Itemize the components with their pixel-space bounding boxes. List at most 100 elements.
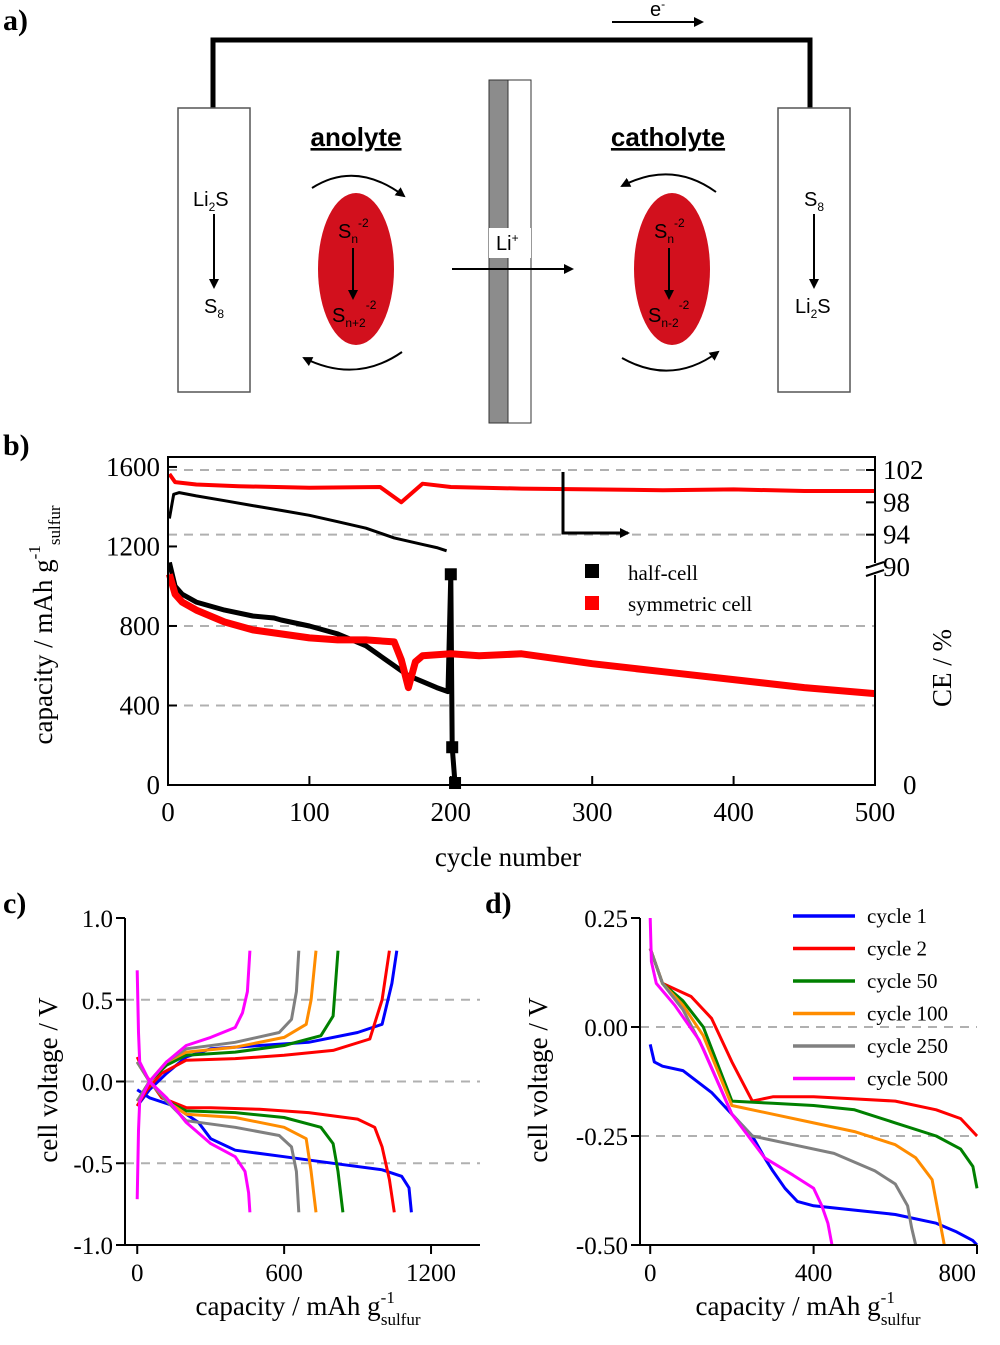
b-ytick-label-1600: 1600 <box>106 452 160 482</box>
b-axis-break-line-1 <box>865 561 885 569</box>
b-xtick-label-0: 0 <box>161 797 175 827</box>
c-data-layer <box>135 950 413 1213</box>
b-ce-tick-label-98: 98 <box>883 487 910 517</box>
c-axes: 0 600 1200 -1.0 -0.5 0.0 0.5 1.0 <box>73 906 480 1287</box>
b-series-half-cell-ce <box>167 491 448 553</box>
panel-c-label: c) <box>3 887 26 920</box>
electron-label: e- <box>650 0 665 21</box>
b-xtick-label-300: 300 <box>572 797 613 827</box>
anolyte-ellipse <box>318 193 394 345</box>
b-xtick-label-400: 400 <box>713 797 754 827</box>
b-xtick-label-200: 200 <box>431 797 472 827</box>
catholyte-top-cycle-arrow <box>620 173 717 193</box>
d-xtick-label-400: 400 <box>795 1260 833 1287</box>
d-legend-label-cycle-2: cycle 2 <box>867 937 927 961</box>
b-xtick-label-500: 500 <box>855 797 896 827</box>
c-xtick-label-0: 0 <box>131 1260 144 1287</box>
catholyte-ellipse <box>634 193 710 345</box>
d-ylabel: cell voltage / V <box>523 997 553 1163</box>
panel-b-label: b) <box>3 429 30 462</box>
b-ytick-label-800: 800 <box>120 611 161 641</box>
b-legend-marker-half-cell <box>585 564 599 578</box>
b-ytick-label-400: 400 <box>120 690 161 720</box>
d-series-cycle-100 <box>648 948 946 1246</box>
panel-c: c) 0 600 1200 -1.0 -0.5 0.0 0.5 1.0 capacity / … <box>3 887 480 1329</box>
d-legend: cycle 1 cycle 2 cycle 50 cycle 100 cycle 250… <box>793 904 948 1091</box>
c-ytick-label-4: 1.0 <box>82 906 113 933</box>
b-half-cell-marker-17 <box>446 741 459 754</box>
b-ce-tick-label-102: 102 <box>883 455 924 485</box>
anolyte-top-cycle-arrow <box>311 174 406 198</box>
panel-d-label: d) <box>485 887 512 920</box>
d-series-cycle-2 <box>648 948 979 1138</box>
d-series-cycle-50 <box>648 948 979 1189</box>
c-ytick-label-2: 0.0 <box>82 1070 113 1097</box>
b-ce-tick-label-zero: 0 <box>903 770 917 800</box>
c-ytick-label-1: -0.5 <box>73 1151 113 1178</box>
c-series-cycle-100-charge <box>135 950 318 1102</box>
b-ce-tick-label-90: 90 <box>883 552 910 582</box>
c-ylabel: cell voltage / V <box>33 997 63 1163</box>
b-series-symmetric-cell-capacity <box>166 573 876 698</box>
catholyte-bottom-cycle-arrow <box>621 350 720 372</box>
b-series-symmetric-cell-ce <box>167 472 875 505</box>
c-series-cycle-1-charge <box>136 950 399 1107</box>
anolyte-title: anolyte <box>310 122 401 152</box>
b-plot-frame <box>167 456 876 786</box>
anolyte-bottom-species: Sn+2-2 <box>332 298 377 330</box>
c-ytick-label-3: 0.5 <box>82 988 113 1015</box>
d-series-cycle-500 <box>648 917 834 1246</box>
d-legend-label-cycle-100: cycle 100 <box>867 1002 948 1026</box>
d-legend-label-cycle-1: cycle 1 <box>867 904 927 928</box>
ion-window <box>489 228 531 258</box>
catholyte-top-species: Sn-2 <box>654 216 685 246</box>
d-ytick-label-1: -0.25 <box>576 1124 628 1151</box>
b-half-cell-marker-16 <box>444 568 457 581</box>
c-series-cycle-500-charge <box>135 950 252 1200</box>
d-series-cycle-250 <box>648 948 918 1246</box>
left-bottom-species: S8 <box>204 296 224 321</box>
c-series-cycle-250-discharge <box>135 1061 301 1213</box>
d-ytick-label-0: -0.50 <box>576 1233 628 1260</box>
catholyte-title: catholyte <box>611 122 725 152</box>
b-legend-label-symmetric: symmetric cell <box>628 592 752 616</box>
ion-label: Li+ <box>496 231 519 255</box>
left-top-species: Li2S <box>193 189 229 214</box>
b-gridlines <box>168 469 875 707</box>
d-data-layer <box>648 917 979 1247</box>
panel-a: a) e- Li2S S8 S8 Li2S anolyte catholyte … <box>3 0 851 424</box>
b-y2label: CE / % <box>927 629 957 707</box>
c-series-cycle-100-discharge <box>135 1061 318 1213</box>
d-legend-label-cycle-50: cycle 50 <box>867 969 938 993</box>
right-top-species: S8 <box>804 189 824 214</box>
d-legend-label-cycle-250: cycle 250 <box>867 1034 948 1058</box>
d-xtick-label-800: 800 <box>939 1260 977 1287</box>
catholyte-bottom-species: Sn-2-2 <box>648 298 690 330</box>
d-axes: 0 400 800 -0.50 -0.25 0.00 0.25 <box>576 906 978 1287</box>
b-axis-break-line-2 <box>865 569 885 577</box>
b-xtick-label-100: 100 <box>289 797 330 827</box>
anolyte-top-species: Sn-2 <box>338 216 369 246</box>
b-xlabel: cycle number <box>435 842 581 872</box>
b-legend-label-half-cell: half-cell <box>628 561 698 585</box>
c-gridlines <box>125 998 480 1165</box>
d-legend-label-cycle-500: cycle 500 <box>867 1067 948 1091</box>
c-series-cycle-500-discharge <box>135 970 252 1213</box>
d-xtick-label-0: 0 <box>644 1260 657 1287</box>
c-xtick-label-1200: 1200 <box>406 1260 456 1287</box>
c-series-cycle-2-charge <box>135 950 391 1107</box>
b-half-cell-marker-18 <box>449 777 462 790</box>
right-bottom-species: Li2S <box>795 296 831 321</box>
b-ytick-label-1200: 1200 <box>106 531 160 561</box>
c-ytick-label-0: -1.0 <box>73 1233 113 1260</box>
b-series-half-cell-capacity <box>166 561 458 784</box>
c-series-cycle-2-discharge <box>135 1056 396 1213</box>
panel-a-label: a) <box>3 4 28 37</box>
c-xlabel: capacity / mAh g-1 sulfur <box>195 1288 420 1329</box>
b-data-layer <box>166 472 876 790</box>
d-ytick-label-3: 0.25 <box>584 906 628 933</box>
b-ylabel: capacity / mAh g-1sulfur <box>25 505 64 744</box>
d-xlabel: capacity / mAh g-1 sulfur <box>695 1288 920 1329</box>
